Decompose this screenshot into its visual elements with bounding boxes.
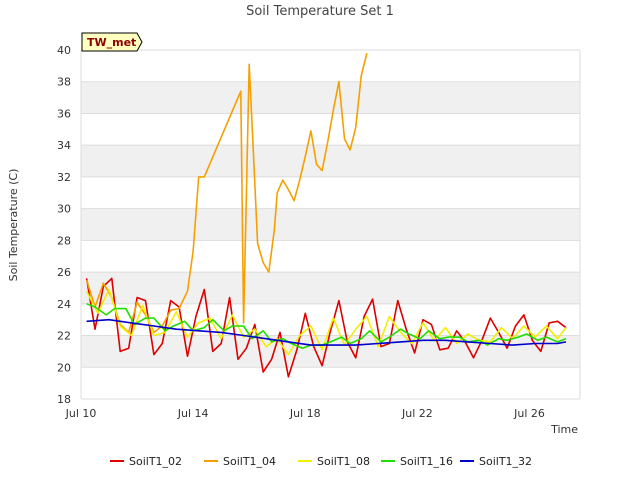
legend-label: SoilT1_02 bbox=[129, 455, 182, 468]
grid-band bbox=[81, 81, 580, 114]
x-axis-ticks: Jul 10 Jul 14 Jul 18 Jul 22 Jul 26 bbox=[65, 407, 545, 420]
y-tick-label: 34 bbox=[57, 139, 71, 152]
y-tick-label: 22 bbox=[57, 330, 71, 343]
y-tick-label: 38 bbox=[57, 76, 71, 89]
site-badge: TW_met bbox=[81, 32, 143, 52]
series-line-SoilT1_04 bbox=[85, 53, 368, 334]
grid-band bbox=[81, 208, 580, 241]
series-line-SoilT1_16 bbox=[86, 303, 567, 350]
y-tick-label: 24 bbox=[57, 298, 71, 311]
legend-item-SoilT1_04: SoilT1_04 bbox=[204, 455, 276, 468]
grid-band bbox=[81, 335, 580, 368]
legend-label: SoilT1_04 bbox=[223, 455, 276, 468]
legend-label: SoilT1_08 bbox=[317, 455, 370, 468]
y-tick-label: 36 bbox=[57, 107, 71, 120]
y-tick-label: 20 bbox=[57, 361, 71, 374]
x-tick-label: Jul 10 bbox=[65, 407, 97, 420]
x-tick-label: Jul 22 bbox=[401, 407, 433, 420]
legend-label: SoilT1_16 bbox=[400, 455, 453, 468]
legend-item-SoilT1_02: SoilT1_02 bbox=[110, 455, 182, 468]
plot-area bbox=[81, 50, 580, 399]
y-tick-label: 30 bbox=[57, 203, 71, 216]
y-tick-label: 28 bbox=[57, 234, 71, 247]
legend: SoilT1_02 SoilT1_04 SoilT1_08 SoilT1_16 Soil… bbox=[110, 455, 532, 468]
legend-label: SoilT1_32 bbox=[479, 455, 532, 468]
y-tick-label: 32 bbox=[57, 171, 71, 184]
chart-title: Soil Temperature Set 1 bbox=[246, 4, 394, 19]
grid-band bbox=[81, 145, 580, 177]
grid-band bbox=[81, 272, 580, 304]
y-axis-label: Soil Temperature (C) bbox=[7, 169, 20, 282]
y-tick-label: 26 bbox=[57, 266, 71, 279]
x-tick-label: Jul 18 bbox=[289, 407, 321, 420]
x-tick-label: Jul 14 bbox=[177, 407, 209, 420]
x-tick-label: Jul 26 bbox=[513, 407, 545, 420]
series-lines bbox=[85, 53, 567, 378]
legend-item-SoilT1_32: SoilT1_32 bbox=[460, 455, 532, 468]
site-badge-label: TW_met bbox=[87, 36, 136, 49]
legend-item-SoilT1_16: SoilT1_16 bbox=[381, 455, 453, 468]
series-line-SoilT1_32 bbox=[86, 318, 567, 346]
y-axis-ticks: 18 20 22 24 26 28 30 32 34 36 38 40 bbox=[57, 44, 71, 406]
y-tick-label: 18 bbox=[57, 393, 71, 406]
grid-lines bbox=[80, 49, 581, 400]
series-line-SoilT1_02 bbox=[85, 277, 567, 378]
legend-item-SoilT1_08: SoilT1_08 bbox=[298, 455, 370, 468]
site-badge-shape bbox=[81, 32, 143, 52]
x-axis-label: Time bbox=[550, 423, 578, 436]
y-tick-label: 40 bbox=[57, 44, 71, 57]
